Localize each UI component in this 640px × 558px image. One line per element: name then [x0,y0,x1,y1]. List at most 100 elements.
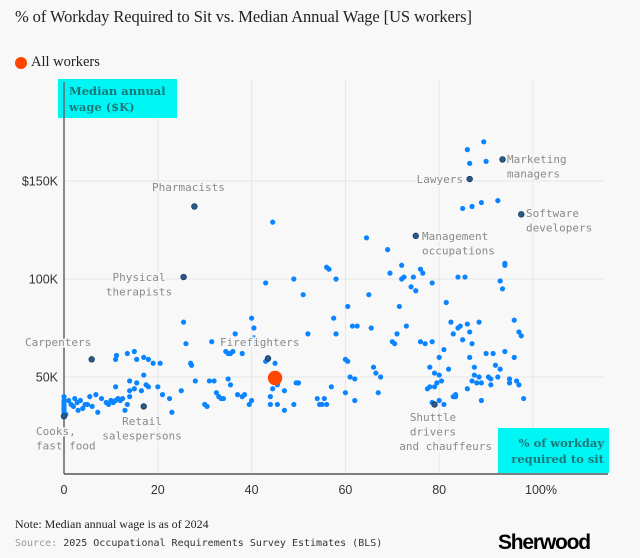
data-point [267,401,273,408]
data-point [93,392,99,398]
data-point [366,292,372,298]
annotation-label: Lawyers [417,173,463,186]
highlight-point [140,403,147,410]
legend-label: All workers [31,54,100,70]
x-axis-title-bg [498,428,609,473]
data-point [75,407,81,413]
legend-swatch-all-workers [15,56,27,69]
y-axis-title-bg [58,79,177,118]
data-point [124,350,130,357]
data-point [438,378,445,384]
data-point [422,341,428,347]
data-point [476,319,482,325]
x-tick-label: 100% [525,483,557,497]
data-point [464,233,470,239]
data-point [145,356,152,362]
data-point [113,352,120,359]
data-point [127,378,133,384]
data-point [408,284,414,290]
annotation-label: Management [422,230,488,243]
data-point [443,299,449,306]
scatter-chart: 0 20 40 60 80 100% 50K 100K $150K Pharmacists Phy… [22,79,609,497]
chart-title: % of Workday Required to Sit vs. Median … [15,7,472,26]
data-point [370,364,377,370]
data-point [462,274,468,280]
data-point [225,376,231,382]
data-point [396,303,402,310]
data-point [180,319,187,325]
highlight-point [88,356,95,363]
data-point [305,331,311,337]
data-point [474,380,480,386]
data-point [270,386,276,392]
legend: All workers [15,54,100,71]
data-point [230,348,236,355]
data-point [206,378,212,384]
data-point [450,331,456,337]
x-axis-title: % of workday [519,436,605,450]
annotation-label: salespersons [102,430,181,443]
highlight-point [518,211,525,218]
data-point [467,354,473,360]
data-point [72,395,78,402]
data-point [467,329,473,335]
data-point [467,160,473,166]
highlight-point [412,232,419,240]
data-point [134,356,140,362]
data-point [399,262,405,268]
data-point [178,388,184,394]
data-point [89,403,95,409]
data-point [420,270,426,276]
annotation-label: Cooks, [36,425,76,438]
data-point [251,325,257,331]
data-point [281,388,288,394]
data-point [270,219,276,225]
annotation-label: Carpenters [25,336,91,349]
annotation-label: occupations [422,245,495,258]
annotation-label: and chauffeurs [399,440,492,453]
data-point [394,331,400,337]
data-point [87,394,93,400]
data-point [403,323,409,329]
highlight-point [466,175,473,183]
data-point [427,364,433,370]
data-point [377,374,384,380]
data-point [314,395,320,402]
data-point [488,376,494,382]
data-point [469,378,475,384]
data-point [495,198,501,204]
data-point [373,370,379,376]
data-point [521,395,527,402]
data-point [331,315,337,321]
data-point [112,356,119,362]
data-point [131,348,137,355]
annotation-label: developers [526,222,592,235]
data-point [352,397,358,404]
data-point [417,339,424,345]
data-point [429,339,435,345]
data-point [476,374,482,380]
x-tick-label: 80 [432,483,446,497]
data-point [385,247,391,253]
annotation-label: therapists [106,286,172,299]
data-point [436,372,442,378]
data-point [120,395,126,402]
x-tick-label: 60 [338,483,352,497]
data-point [105,401,112,408]
data-point [506,380,513,386]
data-point [321,395,327,402]
data-point [502,262,508,268]
annotation-label: Shuttle [410,411,456,424]
data-point [478,199,485,206]
data-point [324,401,330,408]
data-point [471,372,477,378]
data-point [490,350,496,357]
data-point [77,397,84,404]
data-point [345,358,351,364]
data-point [499,286,506,292]
highlight-point [180,273,187,281]
data-point [188,362,195,368]
data-point [471,364,477,370]
data-point [95,409,101,415]
data-point [469,203,475,210]
